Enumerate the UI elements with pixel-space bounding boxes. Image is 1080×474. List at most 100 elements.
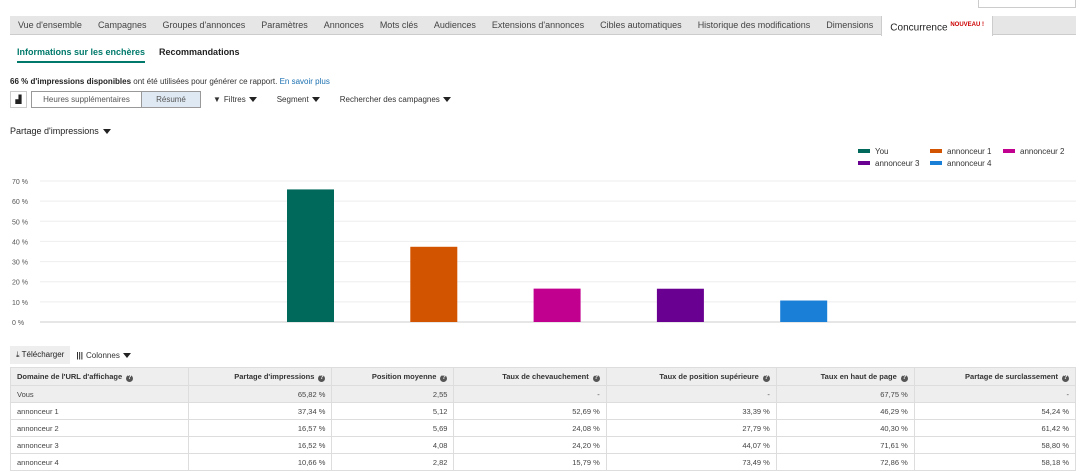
info-desc: ont été utilisées pour générer ce rappor… — [131, 77, 278, 86]
help-icon[interactable]: ? — [126, 374, 134, 382]
legend-swatch — [1003, 149, 1015, 153]
bar-4 — [780, 300, 828, 322]
campaign-search-dropdown[interactable]: Rechercher des campagnes — [340, 95, 451, 104]
subtab-auction-insights[interactable]: Informations sur les enchères — [17, 47, 146, 63]
table-cell: 58,18 % — [913, 453, 1077, 471]
help-icon[interactable]: ? — [1062, 374, 1069, 382]
table-cell: annonceur 2 — [10, 419, 189, 437]
help-icon[interactable]: ? — [440, 374, 448, 382]
legend-label: annonceur 2 — [1020, 147, 1065, 156]
tab-10[interactable]: Dimensions — [826, 20, 874, 30]
download-icon: ⤓ — [16, 350, 22, 359]
column-header[interactable]: Taux en haut de page? — [775, 367, 915, 386]
table-cell: 37,34 % — [187, 402, 333, 420]
help-icon[interactable]: ? — [592, 374, 600, 382]
table-cell: 24,08 % — [453, 419, 607, 437]
sub-tabs: Informations sur les enchères Recommanda… — [17, 47, 240, 63]
table-cell: annonceur 4 — [10, 453, 189, 471]
chart-toggle-icon[interactable]: ▟ — [10, 91, 27, 108]
table-cell: - — [453, 385, 607, 403]
bar-0 — [287, 189, 334, 322]
table-toolbar: ⤓ Télécharger ||| Colonnes — [10, 346, 139, 364]
tab-3[interactable]: Paramètres — [261, 20, 308, 30]
table-cell: 10,66 % — [187, 453, 333, 471]
legend-swatch — [930, 161, 942, 165]
header-label: Partage de surclassement — [965, 371, 1058, 381]
summary-button[interactable]: Résumé — [142, 92, 200, 107]
help-icon[interactable]: ? — [900, 374, 908, 382]
tab-2[interactable]: Groupes d'annonces — [162, 20, 246, 30]
table-cell: 16,57 % — [187, 419, 333, 437]
tab-4[interactable]: Annonces — [323, 20, 364, 30]
y-tick-label: 30 % — [12, 260, 28, 267]
download-button[interactable]: ⤓ Télécharger — [10, 346, 71, 364]
legend-swatch — [858, 161, 870, 165]
table-cell: 72,86 % — [775, 453, 915, 471]
y-tick-label: 60 % — [12, 199, 28, 206]
legend-label: annonceur 1 — [947, 147, 992, 156]
filters-dropdown[interactable]: ▼ Filtres — [213, 95, 257, 104]
y-tick-label: 40 % — [12, 239, 28, 246]
table-cell: 33,39 % — [605, 402, 777, 420]
toolbar: ▟ Heures supplémentaires Résumé ▼ Filtres… — [10, 91, 459, 108]
info-text: 66 % d'impressions disponibles ont été u… — [10, 77, 330, 86]
table-cell: 24,20 % — [453, 436, 607, 454]
column-header[interactable]: Partage d'impressions? — [187, 367, 333, 386]
table-cell: 15,79 % — [453, 453, 607, 471]
help-icon[interactable]: ? — [762, 374, 770, 382]
legend-label: annonceur 3 — [875, 159, 920, 168]
table-cell: annonceur 1 — [10, 402, 189, 420]
column-header[interactable]: Domaine de l'URL d'affichage? — [10, 367, 189, 386]
header-label: Partage d'impressions — [234, 371, 315, 381]
table-cell: 71,61 % — [775, 436, 915, 454]
y-tick-label: 10 % — [12, 300, 28, 307]
overtime-button[interactable]: Heures supplémentaires — [32, 92, 142, 107]
column-header[interactable]: Taux de position supérieure? — [605, 367, 777, 386]
column-header[interactable]: Partage de surclassement? — [913, 367, 1077, 386]
columns-label: Colonnes — [86, 350, 120, 360]
table-row: Vous 65,82 % 2,55- -67,75 % - — [10, 385, 1077, 403]
tab-8[interactable]: Cibles automatiques — [600, 20, 682, 30]
table-row: annonceur 4 10,66 % 2,82 15,79 % 73,49 % 72,8… — [10, 453, 1077, 471]
table-row: annonceur 1 37,34 % 5,12 52,69 % 33,39 % 46,2… — [10, 402, 1077, 420]
table-cell: Vous — [10, 385, 189, 403]
metric-dropdown[interactable]: Partage d'impressions — [10, 126, 111, 136]
tab-competition[interactable]: Concurrence NOUVEAU ! — [881, 16, 993, 36]
info-bold: 66 % d'impressions disponibles — [10, 77, 132, 86]
learn-more-link[interactable]: En savoir plus — [279, 77, 330, 86]
legend-swatch — [930, 149, 942, 153]
main-tabs: Vue d'ensemble Campagnes Groupes d'annonce… — [10, 16, 1076, 36]
filters-label: Filtres — [223, 95, 246, 104]
header-label: Taux de chevauchement — [502, 371, 589, 381]
download-label: Télécharger — [21, 350, 65, 359]
table-cell: 44,07 % — [605, 436, 777, 454]
impression-share-chart: 0 % 10 % 20 % 30 % 40 % 50 % 60 % 70 % You annonc… — [12, 147, 1076, 327]
help-icon[interactable]: ? — [318, 374, 326, 382]
table-cell: 67,75 % — [775, 385, 915, 403]
table-cell: - — [605, 385, 777, 403]
header-label: Taux de position supérieure — [659, 371, 759, 381]
search-box[interactable] — [978, 0, 1076, 8]
metric-label: Partage d'impressions — [10, 126, 99, 136]
caret-icon — [311, 97, 320, 102]
view-selector: Heures supplémentaires Résumé — [31, 91, 201, 108]
table-row: annonceur 2 16,57 % 5,69 24,08 % 27,79 % 40,3… — [10, 419, 1077, 437]
columns-dropdown[interactable]: ||| Colonnes — [76, 351, 131, 360]
tab-6[interactable]: Audiences — [433, 20, 476, 30]
tab-0[interactable]: Vue d'ensemble — [18, 20, 82, 30]
segment-dropdown[interactable]: Segment — [277, 95, 320, 104]
tab-7[interactable]: Extensions d'annonces — [491, 20, 585, 30]
column-header[interactable]: Taux de chevauchement? — [453, 367, 607, 386]
column-header[interactable]: Position moyenne? — [331, 367, 455, 386]
table-cell: 27,79 % — [605, 419, 777, 437]
tab-1[interactable]: Campagnes — [97, 20, 147, 30]
subtab-recommendations[interactable]: Recommandations — [159, 47, 240, 57]
table-cell: 5,12 — [331, 402, 455, 420]
caret-icon — [442, 97, 451, 102]
table-cell: 5,69 — [331, 419, 455, 437]
table-cell: 4,08 — [331, 436, 455, 454]
auction-insights-table: Domaine de l'URL d'affichage? Partage d'i… — [10, 367, 1077, 471]
tab-9[interactable]: Historique des modifications — [697, 20, 811, 30]
tab-5[interactable]: Mots clés — [379, 20, 418, 30]
campaign-search-label: Rechercher des campagnes — [339, 95, 440, 104]
